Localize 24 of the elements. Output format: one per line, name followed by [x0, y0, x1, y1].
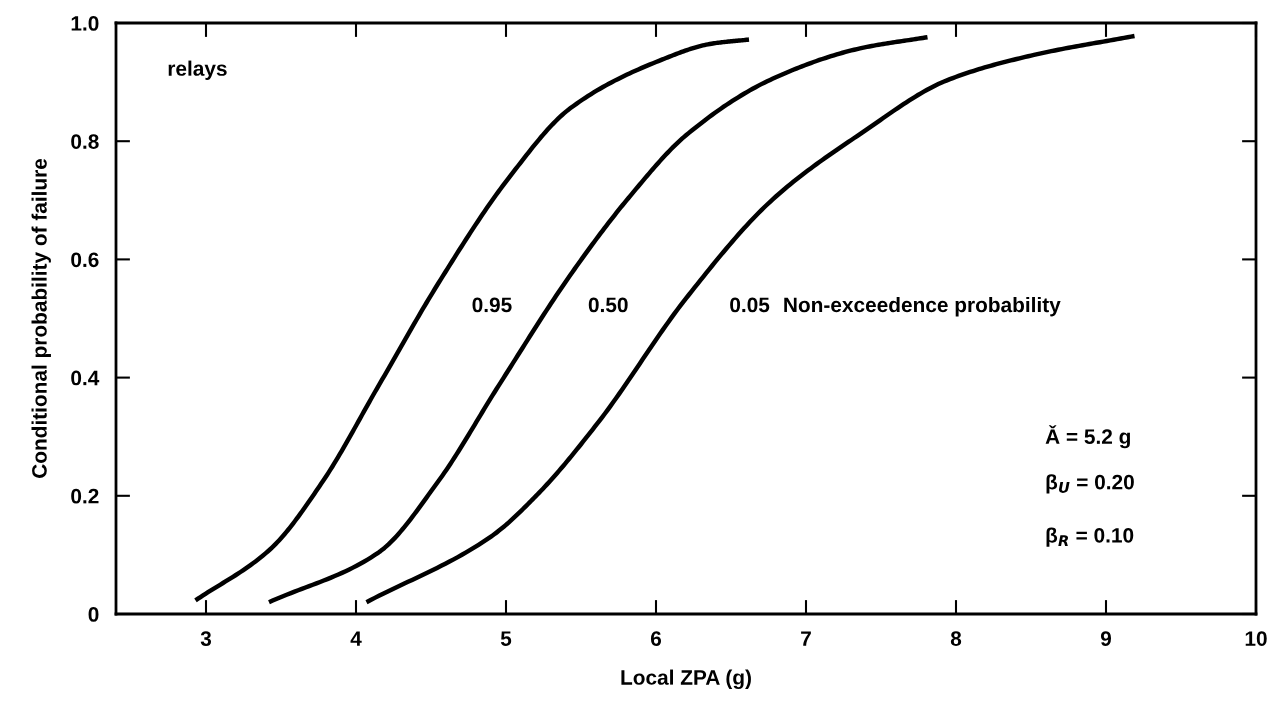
annotation: 0.95: [472, 297, 512, 313]
y-tick-label: 1.0: [71, 16, 99, 31]
x-tick-label: 8: [950, 631, 962, 646]
y-tick-label: 0: [88, 607, 99, 622]
y-axis-title: Conditional probability of failure: [31, 158, 51, 478]
annotation: relays: [168, 60, 227, 80]
x-axis-title: Local ZPA (g): [621, 669, 751, 690]
y-tick-label: 0.2: [71, 488, 99, 504]
annotation: 0.05: [730, 297, 770, 313]
x-tick-label: 10: [1245, 631, 1267, 646]
x-tick-label: 4: [350, 631, 362, 646]
y-tick-label: 0.4: [71, 370, 100, 386]
annotation: Non-exceedence probability: [784, 296, 1061, 317]
annotation: 0.50: [588, 297, 628, 313]
x-tick-label: 6: [650, 631, 662, 646]
y-tick-label: 0.8: [71, 134, 99, 149]
annotation: Ǎ = 5.2 g: [1045, 425, 1130, 449]
x-tick-label: 5: [500, 631, 512, 646]
annotation: β$_{R}$ = 0.10: [1046, 527, 1134, 547]
x-tick-label: 7: [801, 631, 811, 646]
x-tick-label: 9: [1100, 631, 1112, 646]
x-tick-label: 3: [200, 631, 212, 646]
y-tick-label: 0.6: [71, 252, 99, 268]
annotation: β$_{U}$ = 0.20: [1046, 474, 1134, 494]
